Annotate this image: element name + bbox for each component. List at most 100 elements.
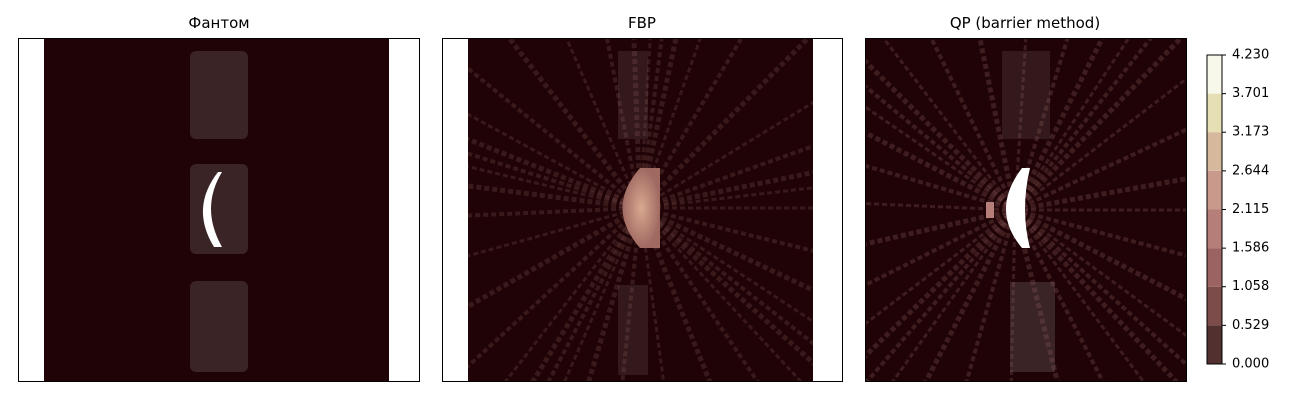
tick-label: 2.644 bbox=[1232, 163, 1269, 178]
streak bbox=[1014, 77, 1186, 212]
streak bbox=[638, 206, 813, 346]
streak bbox=[1012, 209, 1060, 381]
streak bbox=[1013, 209, 1105, 381]
streak bbox=[923, 208, 1018, 381]
streak bbox=[565, 39, 642, 209]
streak bbox=[468, 206, 641, 258]
streak bbox=[638, 39, 664, 209]
streak bbox=[866, 208, 1017, 359]
streak bbox=[1014, 208, 1186, 338]
streak bbox=[468, 136, 641, 211]
streak bbox=[546, 207, 642, 381]
colorbar-band bbox=[1207, 55, 1222, 94]
streak bbox=[866, 208, 1016, 326]
streak bbox=[1013, 208, 1179, 381]
reconstruction bbox=[986, 202, 994, 218]
colorbar-band bbox=[1207, 325, 1222, 364]
tick-label: 2.115 bbox=[1232, 202, 1269, 217]
streak bbox=[1013, 39, 1028, 211]
streak bbox=[563, 207, 642, 381]
streak bbox=[866, 208, 1016, 287]
streak bbox=[1014, 127, 1186, 212]
streak bbox=[1013, 207, 1186, 302]
streak bbox=[638, 206, 813, 367]
tick-label: 0.529 bbox=[1232, 318, 1269, 333]
streak bbox=[530, 206, 643, 381]
streak bbox=[638, 206, 803, 381]
tick-label: 0.000 bbox=[1232, 357, 1269, 372]
streak bbox=[638, 39, 811, 210]
streak bbox=[637, 39, 679, 209]
streak bbox=[468, 183, 641, 211]
streak bbox=[866, 202, 1016, 212]
streak bbox=[891, 209, 1017, 381]
streak bbox=[866, 105, 1016, 212]
streak bbox=[631, 39, 643, 209]
colorbar-band bbox=[1207, 132, 1222, 171]
streak bbox=[506, 39, 642, 210]
streak bbox=[866, 208, 1017, 381]
streak bbox=[639, 206, 813, 324]
streak bbox=[468, 151, 641, 210]
streak bbox=[468, 65, 642, 210]
streak bbox=[866, 163, 1016, 212]
streak bbox=[639, 206, 813, 253]
streak bbox=[638, 205, 813, 293]
streak bbox=[929, 39, 1017, 211]
streak bbox=[468, 205, 642, 310]
streak bbox=[866, 58, 1017, 212]
colorbar-band bbox=[1207, 248, 1222, 287]
colorbar-band bbox=[1207, 93, 1222, 133]
streak bbox=[468, 165, 641, 210]
streak bbox=[638, 39, 702, 209]
streak bbox=[468, 112, 641, 210]
streak bbox=[1013, 209, 1145, 381]
streak bbox=[1013, 39, 1130, 211]
colorbar-band bbox=[1207, 209, 1222, 249]
streak bbox=[977, 39, 1018, 211]
image bbox=[866, 39, 1186, 381]
image bbox=[468, 39, 813, 381]
streak bbox=[586, 207, 643, 381]
reconstruction bbox=[1006, 168, 1030, 248]
streak bbox=[639, 144, 813, 210]
streak bbox=[638, 39, 744, 210]
tick-label: 3.701 bbox=[1232, 86, 1269, 101]
streak bbox=[639, 100, 813, 210]
streak bbox=[1013, 39, 1184, 212]
colorbar-band bbox=[1207, 170, 1222, 210]
tick-label: 4.230 bbox=[1232, 48, 1269, 63]
streak bbox=[1013, 39, 1153, 212]
image bbox=[44, 39, 389, 381]
streak bbox=[1014, 176, 1186, 213]
streak bbox=[638, 207, 666, 381]
tick-label: 1.058 bbox=[1232, 279, 1269, 294]
panel-title: FBP bbox=[628, 14, 656, 32]
colorbar-band bbox=[1207, 286, 1222, 326]
tick-label: 1.586 bbox=[1232, 241, 1269, 256]
streak bbox=[1009, 209, 1017, 381]
tick-label: 3.173 bbox=[1232, 125, 1269, 140]
streak bbox=[468, 206, 641, 218]
streak bbox=[468, 206, 642, 370]
streak bbox=[1012, 39, 1105, 212]
streak bbox=[637, 207, 713, 381]
colorbar: 0.000 0.529 1.058 1.586 2.115 2.644 3.173 3.701… bbox=[1206, 48, 1269, 372]
streak bbox=[639, 169, 813, 211]
streak bbox=[639, 186, 813, 210]
streak bbox=[882, 39, 1017, 211]
streak bbox=[964, 209, 1017, 381]
panel-title: QP (barrier method) bbox=[950, 14, 1100, 32]
streak bbox=[504, 207, 642, 381]
reconstruction bbox=[622, 168, 660, 248]
streak bbox=[866, 207, 1016, 247]
streak bbox=[866, 130, 1017, 213]
streak bbox=[1013, 208, 1186, 367]
streak bbox=[638, 39, 652, 209]
streak bbox=[620, 207, 642, 381]
panel-title: Фантом bbox=[188, 14, 249, 32]
streak bbox=[605, 39, 642, 209]
streak bbox=[1014, 208, 1186, 258]
streak bbox=[638, 206, 760, 381]
